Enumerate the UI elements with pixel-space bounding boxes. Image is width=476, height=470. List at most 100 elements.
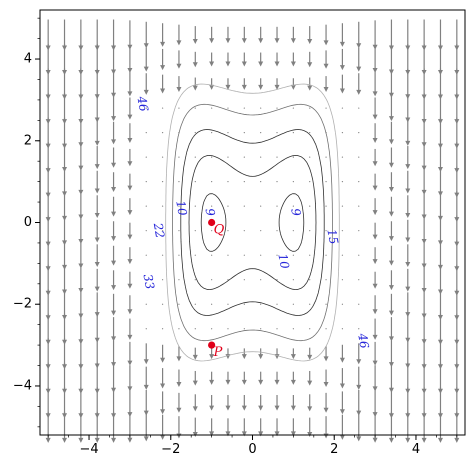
vector-arrow [372, 46, 378, 74]
vector-arrow [225, 52, 231, 67]
vector-arrow [405, 292, 411, 318]
vector-arrow [437, 241, 443, 270]
vector-arrow [145, 303, 147, 305]
point-label-p: P [213, 345, 223, 360]
vector-arrow [178, 107, 180, 109]
vector-arrow [241, 78, 247, 90]
vector-arrow [227, 279, 229, 281]
vector-arrow [94, 315, 100, 343]
vector-arrow [143, 389, 149, 416]
vector-arrow [243, 230, 245, 232]
vector-arrow [241, 26, 247, 44]
vector-arrow [276, 181, 278, 183]
vector-arrow [243, 279, 245, 281]
vector-arrow [358, 107, 360, 109]
vector-arrow [309, 205, 311, 207]
vector-arrow [94, 244, 100, 268]
vector-arrow [160, 74, 166, 94]
vector-arrow [194, 107, 196, 109]
vector-arrow [161, 156, 164, 158]
vector-arrow [388, 293, 394, 316]
vector-arrow [339, 74, 345, 94]
vector-arrow [192, 394, 198, 412]
vector-arrow [290, 52, 296, 67]
vector-arrow [307, 51, 313, 68]
vector-arrow [309, 279, 311, 281]
vector-arrow [209, 52, 215, 67]
vector-arrow [260, 156, 262, 158]
vector-arrow [292, 131, 294, 134]
vector-arrow [421, 218, 427, 244]
vector-arrow [372, 123, 378, 143]
vector-arrow [94, 219, 100, 243]
vector-arrow [307, 26, 313, 44]
vector-arrow [194, 205, 196, 207]
vector-arrow [341, 230, 344, 232]
vector-arrow [127, 365, 133, 392]
vector-arrow [356, 413, 362, 442]
vector-arrow [356, 47, 362, 72]
vector-arrow [437, 216, 443, 246]
vector-arrow [274, 418, 280, 437]
vector-arrow [225, 371, 231, 385]
vector-arrow [372, 198, 378, 216]
vector-arrow [258, 371, 264, 385]
vector-arrow [388, 340, 394, 368]
vector-arrow [111, 96, 117, 122]
vector-arrow [111, 19, 117, 51]
vector-arrow [388, 363, 394, 393]
vector-arrow [372, 222, 378, 240]
vector-arrow [323, 392, 329, 413]
vector-arrow [325, 107, 327, 109]
vector-arrow [276, 131, 278, 134]
vector-arrow [211, 205, 213, 207]
vector-arrow [437, 265, 443, 295]
vector-arrow [309, 230, 311, 232]
vector-arrow [323, 76, 329, 93]
vector-arrow [341, 205, 344, 207]
vector-arrow [176, 346, 182, 362]
vector-arrow [309, 156, 311, 158]
vector-arrow [194, 181, 196, 183]
vector-arrow [260, 230, 262, 232]
vector-arrow [358, 328, 360, 330]
vector-arrow [111, 221, 117, 242]
vector-arrow [358, 181, 360, 183]
vector-arrow [309, 254, 311, 256]
vector-arrow [145, 131, 147, 134]
vector-arrow [94, 195, 100, 219]
vector-arrow [339, 368, 345, 389]
vector-arrow [341, 107, 344, 109]
vector-arrow [341, 156, 344, 158]
vector-arrow [194, 131, 196, 134]
contour-label: 15 [324, 228, 340, 245]
vector-arrow [127, 46, 133, 74]
vector-arrow [145, 328, 147, 330]
vector-arrow [421, 314, 427, 345]
vector-arrow [211, 254, 213, 256]
vector-arrow [405, 339, 411, 369]
vector-arrow [341, 279, 344, 281]
vector-arrow [388, 121, 394, 145]
vector-arrow [405, 315, 411, 343]
point-p [208, 341, 216, 349]
vector-arrow [227, 328, 229, 330]
vector-arrow [325, 205, 327, 207]
vector-arrow [421, 193, 427, 220]
vector-arrow [211, 107, 213, 109]
vector-arrow [372, 341, 378, 366]
vector-arrow [292, 205, 294, 207]
vector-arrow [127, 97, 133, 120]
vector-arrow [292, 107, 294, 109]
vector-arrow [194, 303, 196, 305]
vector-arrow [143, 47, 149, 72]
vector-arrow [145, 205, 147, 207]
vector-arrow [276, 279, 278, 281]
vector-arrow [356, 73, 362, 95]
vector-arrow [339, 391, 345, 415]
vector-arrow [276, 328, 278, 330]
vector-arrow [290, 418, 296, 437]
vector-arrow [372, 148, 378, 167]
vector-arrow [405, 219, 411, 243]
